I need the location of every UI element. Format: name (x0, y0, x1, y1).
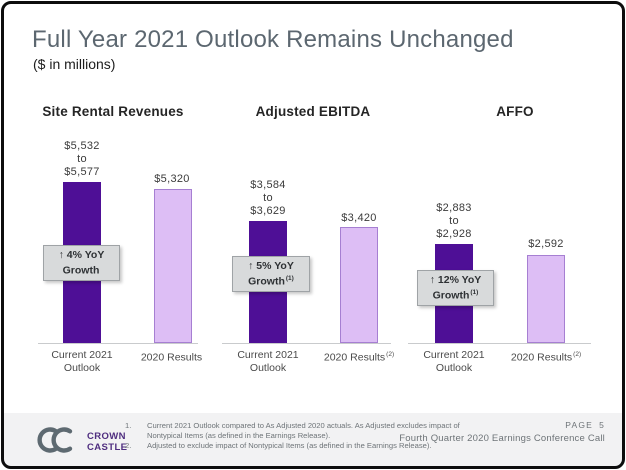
bar-affo-results (527, 255, 565, 343)
growth-badge-ebitda: ↑ 5% YoY Growth(1) (232, 256, 310, 292)
range-low: $2,883 (436, 202, 472, 214)
result-value: $2,592 (528, 238, 564, 250)
growth-badge-affo: ↑ 12% YoY Growth(1) (417, 270, 494, 306)
bar-ebitda-results (340, 227, 378, 343)
range-high: $5,577 (64, 166, 100, 178)
logo-wordmark: CROWN CASTLE (87, 431, 128, 453)
value-label-affo-outlook: $2,883 to $2,928 (409, 202, 499, 241)
badge-line-2: Growth(1) (432, 288, 479, 302)
x-label-affo-outlook: Current 2021 Outlook (423, 349, 485, 374)
page-indicator: PAGE 5 (565, 420, 605, 430)
x-label-affo-results: 2020 Results(2) (510, 351, 582, 364)
footer: CROWN CASTLE 1. Current 2021 Outlook com… (3, 413, 623, 467)
badge-line-1: ↑ 5% YoY (248, 260, 294, 273)
footer-page-info: PAGE 5 Fourth Quarter 2020 Earnings Confe… (399, 420, 605, 444)
page-number: 5 (599, 420, 605, 430)
x-label-site-rental-results: 2020 Results (140, 351, 203, 364)
result-value: $5,320 (154, 173, 190, 185)
footnote-number: 2. (125, 440, 132, 450)
range-to: to (449, 215, 459, 227)
badge-footnote-ref: (1) (285, 274, 294, 282)
x-label-footnote-ref: (2) (386, 351, 395, 358)
group-title-affo: AFFO (496, 104, 534, 119)
badge-line-1: ↑ 12% YoY (429, 274, 482, 287)
value-label-site-rental-results: $5,320 (127, 173, 217, 186)
group-title-adjusted-ebitda: Adjusted EBITDA (255, 104, 371, 119)
footnote-text: Adjusted to exclude impact of Nontypical… (147, 440, 432, 450)
footnote-text: Current 2021 Outlook compared to As Adju… (147, 421, 460, 440)
footnote-1: 1. Current 2021 Outlook compared to As A… (125, 421, 473, 441)
footnote-2: 2. Adjusted to exclude impact of Nontypi… (125, 441, 473, 451)
range-low: $3,584 (250, 179, 286, 191)
badge-line-2: Growth(1) (248, 274, 294, 288)
x-label-footnote-ref: (2) (573, 351, 582, 358)
badge-line-2: Growth (62, 264, 100, 277)
footer-caption: Fourth Quarter 2020 Earnings Conference … (399, 433, 605, 444)
slide-subtitle: ($ in millions) (33, 56, 116, 72)
range-high: $2,928 (436, 228, 472, 240)
range-to: to (263, 192, 273, 204)
value-label-site-rental-outlook: $5,532 to $5,577 (37, 140, 127, 179)
growth-badge-site-rental: ↑ 4% YoY Growth (43, 245, 120, 281)
baseline-ebitda (222, 343, 391, 344)
baseline-site-rental (38, 343, 198, 344)
slide-title: Full Year 2021 Outlook Remains Unchanged (32, 26, 514, 53)
footnotes: 1. Current 2021 Outlook compared to As A… (125, 421, 473, 450)
x-label-ebitda-results: 2020 Results(2) (323, 351, 395, 364)
x-label-site-rental-outlook: Current 2021 Outlook (51, 349, 113, 374)
crown-castle-logo: CROWN CASTLE (33, 425, 127, 460)
range-low: $5,532 (64, 140, 100, 152)
range-to: to (77, 153, 87, 165)
footnote-number: 1. (125, 421, 132, 430)
range-high: $3,629 (250, 205, 286, 217)
badge-footnote-ref: (1) (470, 288, 479, 296)
crown-castle-cc-icon (33, 425, 81, 460)
bar-site-rental-results (154, 189, 192, 343)
value-label-ebitda-outlook: $3,584 to $3,629 (223, 179, 313, 218)
x-label-ebitda-outlook: Current 2021 Outlook (237, 349, 299, 374)
badge-line-1: ↑ 4% YoY (58, 249, 105, 262)
group-title-site-rental-revenues: Site Rental Revenues (42, 104, 184, 119)
result-value: $3,420 (341, 212, 377, 224)
value-label-affo-results: $2,592 (501, 238, 591, 251)
value-label-ebitda-results: $3,420 (314, 212, 404, 225)
baseline-affo (408, 343, 591, 344)
